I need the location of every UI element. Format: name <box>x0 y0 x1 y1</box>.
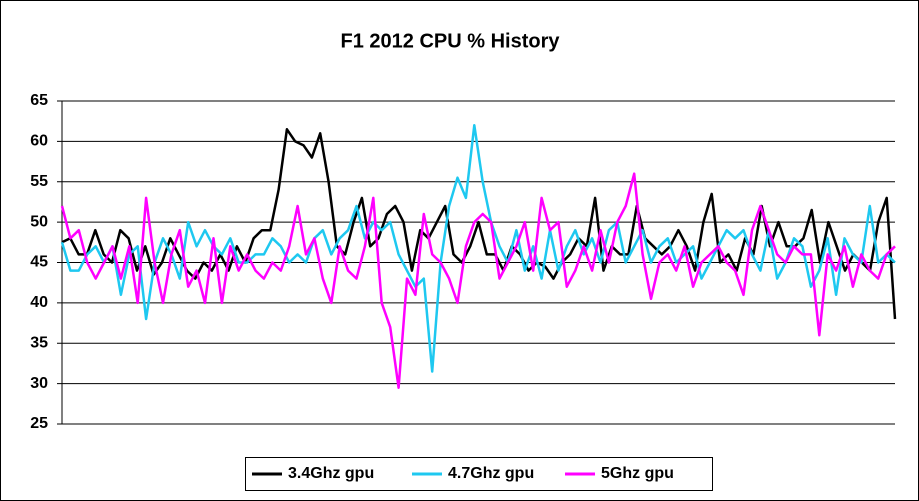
y-tick-label: 55 <box>30 173 48 190</box>
y-tick-label: 60 <box>30 133 48 150</box>
legend-label: 5Ghz gpu <box>601 465 674 482</box>
y-tick-label: 30 <box>30 375 48 392</box>
series-line <box>60 172 896 389</box>
y-tick-label: 65 <box>30 92 48 109</box>
series-line <box>61 128 897 320</box>
y-tick-label: 45 <box>30 254 48 271</box>
legend-label: 4.7Ghz gpu <box>448 465 534 482</box>
y-tick-label: 25 <box>30 415 48 432</box>
series-line <box>60 123 896 373</box>
chart-title: F1 2012 CPU % History <box>341 30 561 52</box>
y-tick-label: 40 <box>30 294 48 311</box>
legend-label: 3.4Ghz gpu <box>288 465 374 482</box>
y-tick-label: 35 <box>30 334 48 351</box>
y-tick-label: 50 <box>30 213 48 230</box>
legend-box <box>245 457 713 491</box>
